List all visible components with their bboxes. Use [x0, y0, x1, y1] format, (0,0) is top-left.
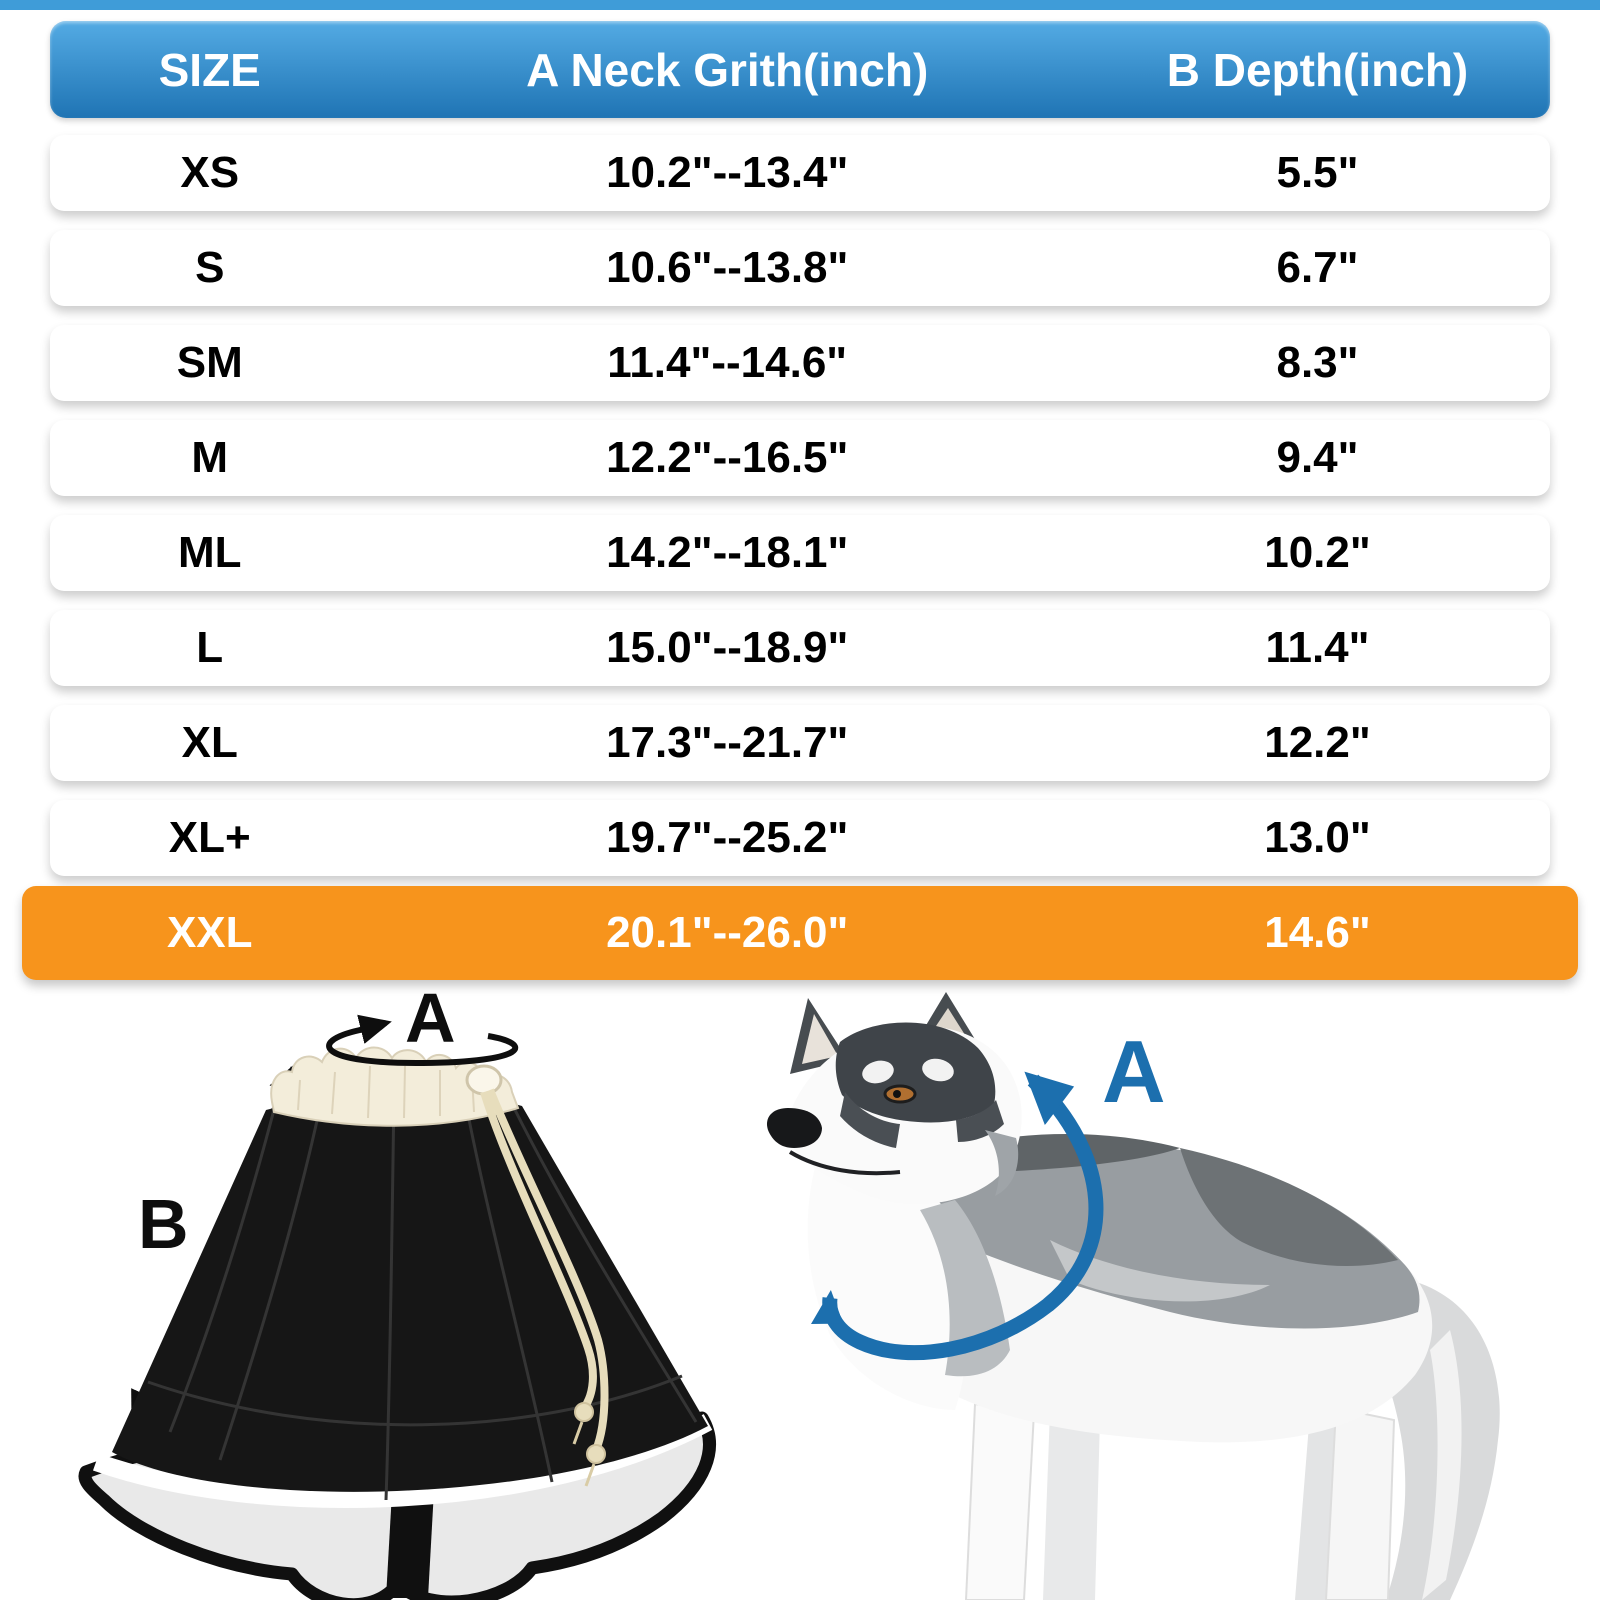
- cell-neck: 11.4"--14.6": [607, 338, 848, 387]
- cell-depth: 9.4": [1276, 433, 1359, 482]
- header-cell-size: SIZE: [158, 43, 261, 96]
- header-cell-neck-girth: A Neck Grith(inch): [526, 43, 929, 96]
- cell-neck: 10.6"--13.8": [606, 243, 849, 292]
- husky-shoulder-shading: [1180, 1148, 1398, 1266]
- cell-neck: 20.1"--26.0": [606, 908, 849, 957]
- cell-depth: 14.6": [1264, 908, 1371, 957]
- drawstring-rope: [480, 1088, 609, 1487]
- cell-size: XL+: [168, 813, 251, 862]
- top-accent-strip: [0, 0, 1600, 10]
- cell-size: XL: [181, 718, 238, 767]
- table-row-xl-plus: XL+ 19.7"--25.2" 13.0": [50, 800, 1550, 876]
- husky-legs: [964, 1402, 1396, 1600]
- header-cell-depth: B Depth(inch): [1166, 43, 1469, 96]
- cell-neck: 12.2"--16.5": [606, 433, 849, 482]
- cell-depth: 13.0": [1264, 813, 1371, 862]
- drawstring-toggle: [465, 1064, 503, 1096]
- cell-size: M: [191, 433, 229, 482]
- table-row-m: M 12.2"--16.5" 9.4": [50, 420, 1550, 496]
- table-row-ml: ML 14.2"--18.1" 10.2": [50, 515, 1550, 591]
- dog-girth-label: A: [1102, 1022, 1166, 1121]
- cell-neck: 19.7"--25.2": [606, 813, 849, 862]
- table-row-xl: XL 17.3"--21.7" 12.2": [50, 705, 1550, 781]
- cell-depth: 11.4": [1265, 623, 1370, 672]
- husky-head: [766, 992, 1022, 1204]
- cell-depth: 12.2": [1264, 718, 1371, 767]
- cell-size: XXL: [166, 908, 253, 957]
- cell-neck: 14.2"--18.1": [606, 528, 849, 577]
- cell-depth: 10.2": [1264, 528, 1371, 577]
- cell-size: XS: [180, 148, 240, 197]
- table-row-xs: XS 10.2"--13.4" 5.5": [50, 135, 1550, 211]
- cone-front-strap: [386, 1490, 434, 1598]
- table-row-l: L 15.0"--18.9" 11.4": [50, 610, 1550, 686]
- husky-flank-highlight: [1050, 1240, 1270, 1302]
- dog-neck-girth-arrow-icon: [811, 1071, 1104, 1361]
- cell-depth: 5.5": [1276, 148, 1359, 197]
- cone-measurement-diagram: B: [78, 980, 716, 1600]
- size-table-header: SIZE A Neck Grith(inch) B Depth(inch): [50, 21, 1550, 118]
- husky-nose: [766, 1108, 822, 1148]
- table-row-s: S 10.6"--13.8" 6.7": [50, 230, 1550, 306]
- cell-size: L: [196, 623, 224, 672]
- cone-girth-arrow-icon: [326, 1014, 519, 1067]
- husky-tail-highlight: [1422, 1330, 1462, 1600]
- cell-neck: 17.3"--21.7": [606, 718, 849, 767]
- cell-neck: 15.0"--18.9": [606, 623, 849, 672]
- table-row-sm: SM 11.4"--14.6" 8.3": [50, 325, 1550, 401]
- cell-depth: 8.3": [1276, 338, 1359, 387]
- cone-depth-label: B: [138, 1185, 189, 1263]
- cone-body: [112, 1091, 708, 1501]
- cell-size: SM: [176, 338, 243, 387]
- cell-size: S: [195, 243, 225, 292]
- husky-photo: A: [766, 992, 1500, 1600]
- cell-neck: 10.2"--13.4": [606, 148, 849, 197]
- cell-size: ML: [177, 528, 242, 577]
- cell-depth: 6.7": [1276, 243, 1359, 292]
- cone-girth-label: A: [405, 980, 456, 1057]
- table-row-xxl-highlighted: XXL 20.1"--26.0" 14.6": [22, 886, 1578, 980]
